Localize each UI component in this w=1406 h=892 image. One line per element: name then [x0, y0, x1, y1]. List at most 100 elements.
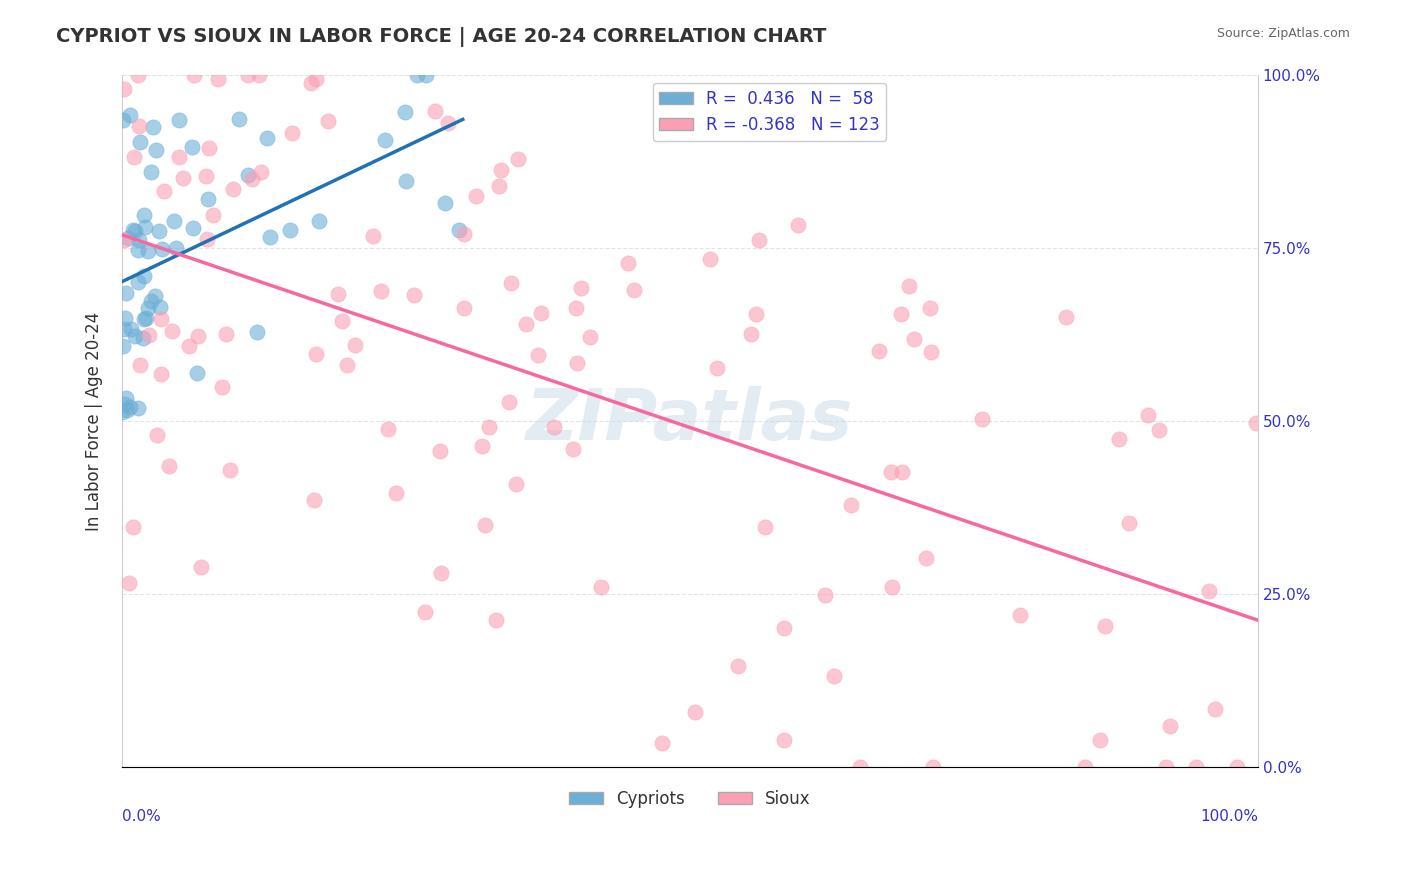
Point — [211, 379, 233, 393]
Point — [118, 576, 141, 591]
Point — [394, 105, 416, 120]
Point — [111, 339, 134, 353]
Point — [136, 244, 159, 259]
Point — [132, 312, 155, 326]
Point — [1054, 310, 1077, 324]
Point — [685, 705, 707, 719]
Point — [167, 150, 190, 164]
Point — [1226, 760, 1249, 774]
Point — [117, 231, 139, 245]
Point — [786, 218, 808, 232]
Point — [1156, 760, 1178, 774]
Point — [215, 327, 238, 342]
Point — [138, 328, 160, 343]
Point — [330, 313, 353, 327]
Point — [302, 492, 325, 507]
Point — [240, 171, 263, 186]
Point — [485, 614, 508, 628]
Point — [219, 463, 242, 477]
Point — [150, 367, 173, 381]
Point — [316, 114, 339, 128]
Point — [127, 401, 149, 416]
Point — [336, 358, 359, 372]
Point — [195, 232, 218, 246]
Point — [120, 108, 142, 122]
Point — [773, 732, 796, 747]
Point — [515, 317, 537, 331]
Point — [474, 517, 496, 532]
Point — [146, 428, 169, 442]
Point — [115, 403, 138, 417]
Point — [651, 736, 673, 750]
Point — [361, 229, 384, 244]
Point — [374, 133, 396, 147]
Point — [139, 165, 162, 179]
Point — [167, 113, 190, 128]
Point — [505, 477, 527, 491]
Point — [112, 397, 135, 411]
Point — [478, 419, 501, 434]
Point — [207, 71, 229, 86]
Point — [281, 126, 304, 140]
Point — [143, 289, 166, 303]
Point — [1074, 760, 1097, 774]
Point — [823, 669, 845, 683]
Point — [136, 301, 159, 315]
Point — [198, 140, 221, 154]
Legend: Cypriots, Sioux: Cypriots, Sioux — [562, 783, 817, 814]
Point — [114, 285, 136, 300]
Point — [222, 182, 245, 196]
Point — [150, 242, 173, 256]
Point — [256, 131, 278, 145]
Text: 0.0%: 0.0% — [122, 809, 160, 824]
Point — [453, 227, 475, 241]
Point — [429, 444, 451, 458]
Point — [162, 324, 184, 338]
Point — [122, 520, 145, 534]
Point — [617, 255, 640, 269]
Point — [172, 171, 194, 186]
Point — [142, 120, 165, 134]
Point — [305, 72, 328, 87]
Point — [578, 330, 600, 344]
Point — [972, 412, 994, 426]
Point — [180, 139, 202, 153]
Point — [773, 621, 796, 635]
Point — [112, 321, 135, 335]
Point — [121, 223, 143, 237]
Point — [385, 486, 408, 500]
Point — [127, 276, 149, 290]
Point — [134, 268, 156, 283]
Point — [748, 233, 770, 247]
Point — [163, 214, 186, 228]
Point — [114, 310, 136, 325]
Point — [699, 252, 721, 267]
Point — [565, 355, 588, 369]
Point — [148, 224, 170, 238]
Point — [187, 328, 209, 343]
Point — [406, 68, 429, 82]
Point — [1198, 583, 1220, 598]
Point — [344, 338, 367, 352]
Point — [149, 311, 172, 326]
Point — [727, 659, 749, 673]
Point — [186, 367, 208, 381]
Point — [903, 332, 925, 346]
Point — [190, 560, 212, 574]
Point — [118, 401, 141, 415]
Point — [308, 214, 330, 228]
Point — [194, 169, 217, 184]
Point — [569, 280, 592, 294]
Point — [120, 322, 142, 336]
Point — [453, 301, 475, 315]
Point — [197, 192, 219, 206]
Point — [562, 442, 585, 456]
Point — [202, 208, 225, 222]
Point — [413, 605, 436, 619]
Point — [491, 163, 513, 178]
Point — [112, 81, 135, 95]
Text: 100.0%: 100.0% — [1199, 809, 1258, 824]
Point — [145, 143, 167, 157]
Text: ZIPatlas: ZIPatlas — [526, 386, 853, 456]
Point — [165, 241, 187, 255]
